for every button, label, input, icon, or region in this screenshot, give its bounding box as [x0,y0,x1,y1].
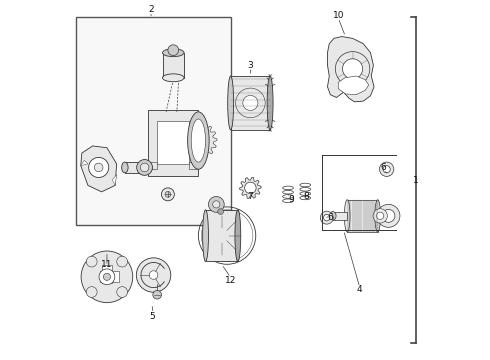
Circle shape [161,188,174,201]
Bar [101,278,112,283]
Circle shape [165,192,171,197]
Circle shape [103,273,111,280]
Text: 9: 9 [288,195,294,204]
Circle shape [343,59,363,79]
Circle shape [245,182,256,194]
Ellipse shape [141,162,148,173]
Circle shape [213,201,220,208]
Bar [148,110,198,176]
Ellipse shape [163,74,184,82]
Text: 2: 2 [148,5,154,14]
Circle shape [117,287,127,297]
Bar [76,17,231,225]
Ellipse shape [375,200,381,232]
Circle shape [236,88,265,118]
Circle shape [373,209,388,223]
Circle shape [383,166,390,173]
Text: 10: 10 [333,10,344,19]
Bar [231,76,270,130]
Circle shape [196,138,201,144]
Text: 3: 3 [247,61,253,70]
Bar [190,162,198,169]
Text: 1: 1 [413,176,418,185]
Circle shape [86,287,97,297]
Circle shape [335,51,370,86]
Circle shape [188,131,208,150]
Circle shape [149,271,158,279]
Ellipse shape [191,119,205,162]
Bar [148,162,157,169]
Circle shape [168,45,179,55]
Circle shape [86,256,97,267]
Polygon shape [112,175,117,185]
Circle shape [320,211,333,224]
Text: 7: 7 [247,192,253,201]
Bar [125,162,145,173]
Bar [347,200,378,232]
Polygon shape [327,37,374,102]
Text: 12: 12 [225,276,236,285]
Bar [205,210,238,261]
Polygon shape [81,160,88,166]
Circle shape [379,162,394,176]
Circle shape [89,157,109,177]
Circle shape [136,258,171,292]
Circle shape [137,159,152,175]
Circle shape [153,291,161,299]
Text: 4: 4 [357,285,363,294]
Ellipse shape [188,112,209,169]
Polygon shape [338,76,368,95]
Circle shape [117,256,127,267]
Text: 11: 11 [101,260,113,269]
Circle shape [208,197,224,212]
Bar [157,121,190,164]
Circle shape [377,212,384,220]
Polygon shape [240,177,261,198]
Ellipse shape [235,210,241,261]
Ellipse shape [267,76,273,130]
Circle shape [323,215,330,221]
Text: 6: 6 [380,163,386,172]
Ellipse shape [330,212,336,220]
Polygon shape [81,146,117,192]
Circle shape [243,95,258,111]
Circle shape [140,163,149,172]
Text: 5: 5 [149,312,155,321]
Ellipse shape [228,76,234,130]
Bar [163,53,184,78]
Ellipse shape [163,49,184,57]
Bar [101,265,112,270]
Circle shape [193,135,204,147]
Circle shape [95,163,103,172]
Circle shape [377,204,400,227]
Ellipse shape [203,210,208,261]
Circle shape [218,209,223,215]
Text: 8: 8 [303,192,309,201]
Circle shape [81,251,133,303]
Ellipse shape [122,162,128,173]
Circle shape [99,269,115,285]
Bar [113,271,119,282]
Polygon shape [180,122,217,159]
Circle shape [382,210,395,222]
Ellipse shape [344,200,350,232]
Bar [333,212,347,220]
Text: 6: 6 [327,213,333,222]
Bar [100,271,106,282]
